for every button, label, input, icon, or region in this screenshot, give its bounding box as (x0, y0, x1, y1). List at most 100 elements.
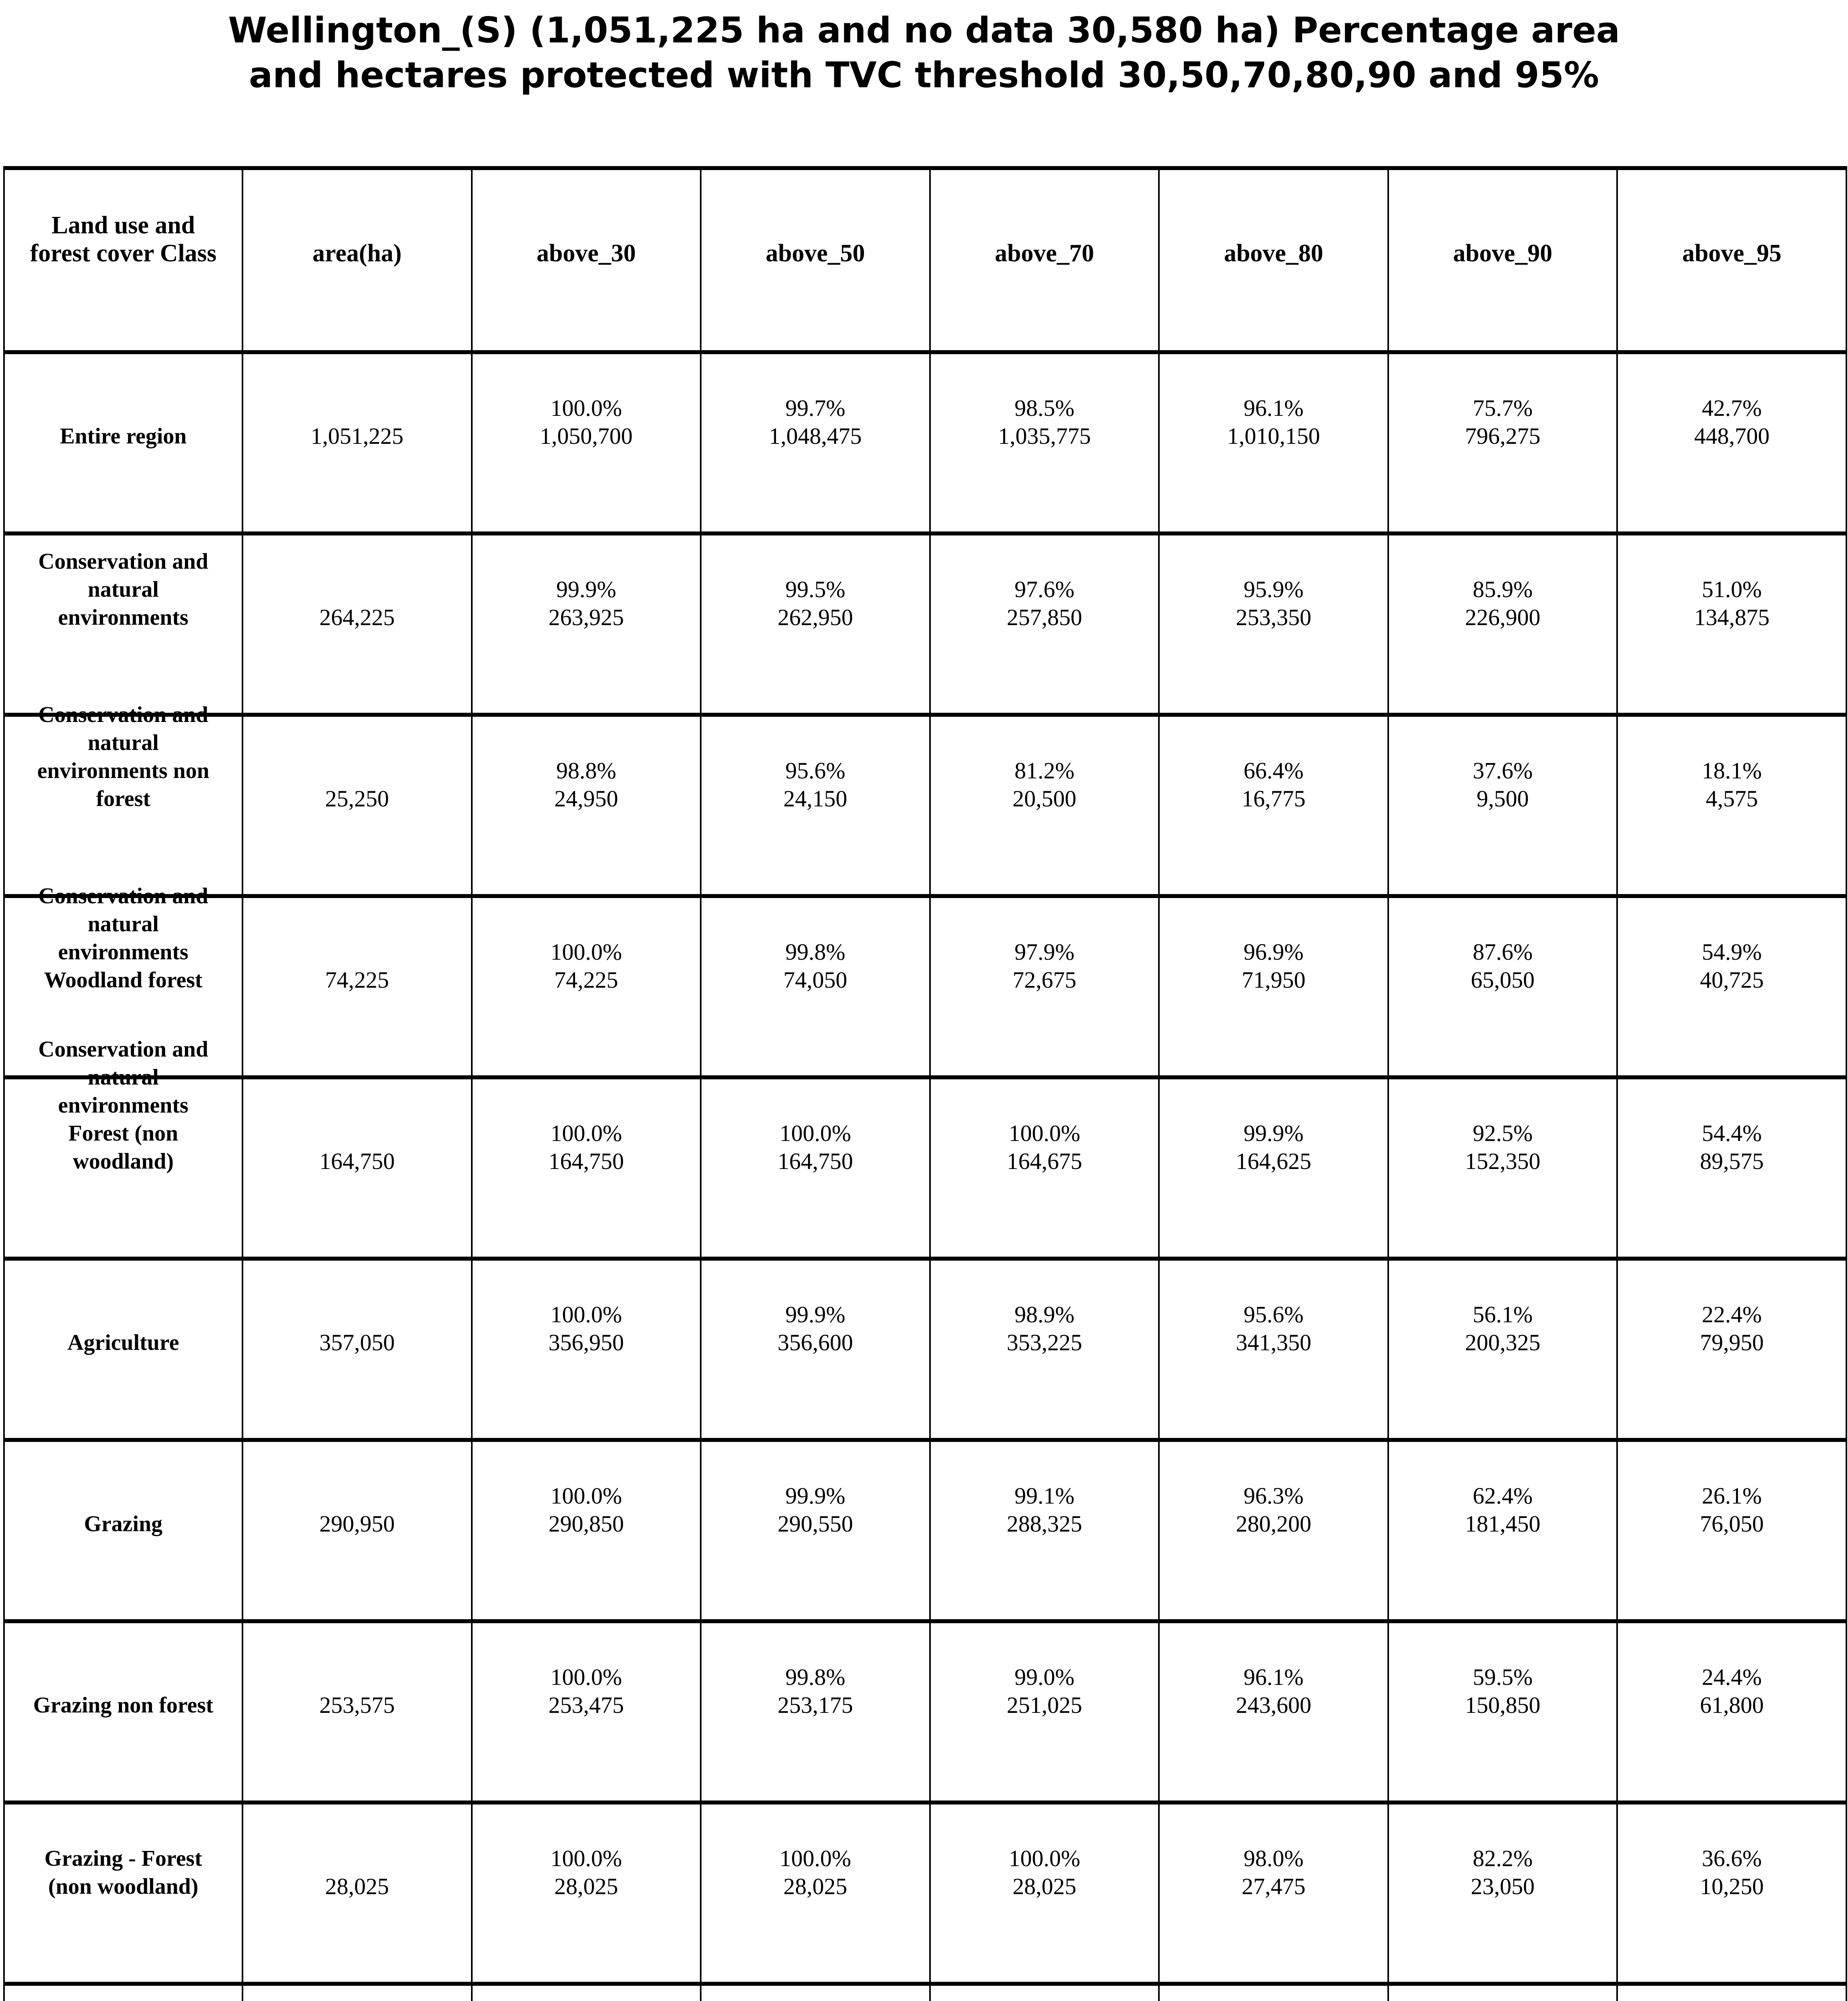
percent-value: 98.5% (1014, 395, 1074, 421)
data-cell: 99.9% 164,625 (1158, 1075, 1387, 1257)
data-cell: 4.9%2,975 (1616, 1982, 1846, 2001)
data-cell: 97.9% 72,675 (929, 894, 1159, 1075)
column-header: area(ha) (242, 170, 471, 350)
data-cell: 97.6% 257,850 (929, 531, 1159, 713)
percent-value: 54.9% (1702, 938, 1762, 965)
data-cell: 99.5% 262,950 (700, 531, 929, 713)
hectares-value: 4,575 (1706, 785, 1758, 812)
hectares-value: 263,925 (548, 604, 624, 630)
percent-value: 95.6% (785, 757, 846, 784)
data-cell: 24.4% 61,800 (1616, 1619, 1846, 1800)
data-cell: 100.0% 28,025 (929, 1800, 1159, 1982)
hectares-value: 79,950 (1700, 1329, 1764, 1355)
percent-value: 100.0% (550, 1664, 622, 1690)
page-title-line2: and hectares protected with TVC threshol… (249, 54, 1599, 96)
hectares-value: 76,050 (1700, 1510, 1764, 1537)
column-header-label: above_30 (536, 240, 636, 267)
hectares-value: 1,050,700 (539, 423, 633, 449)
hectares-value: 1,010,150 (1227, 423, 1320, 449)
data-cell: 99.9% 290,550 (700, 1438, 929, 1619)
percent-value: 22.4% (1702, 1301, 1762, 1327)
area-value: 164,750 (319, 1148, 395, 1174)
column-header: Land use and forest cover Class (5, 170, 242, 350)
percent-value: 87.6% (1473, 938, 1533, 965)
hectares-value: 61,800 (1700, 1692, 1764, 1718)
area-value: 25,250 (325, 785, 389, 812)
percent-value: 96.1% (1243, 395, 1304, 421)
data-cell: 95.6% 24,150 (700, 713, 929, 894)
percent-value: 18.1% (1702, 757, 1762, 784)
percent-value: 100.0% (780, 1120, 851, 1146)
column-header: above_90 (1387, 170, 1617, 350)
data-cell: 98.9% 353,225 (929, 1257, 1159, 1438)
percent-value: 85.9% (1473, 576, 1533, 602)
hectares-value: 134,875 (1694, 604, 1770, 630)
hectares-value: 262,950 (778, 604, 853, 630)
data-cell: 99.9% 263,925 (471, 531, 700, 713)
percent-value: 99.9% (556, 576, 616, 602)
data-cell: 26.1% 76,050 (1616, 1438, 1846, 1619)
hectares-value: 24,150 (783, 785, 848, 812)
row-label-cell: Conservation and natural environments Fo… (5, 1037, 242, 1257)
data-cell: 100.0% 164,675 (929, 1075, 1159, 1257)
hectares-value: 356,600 (778, 1329, 853, 1355)
column-header-label: above_90 (1453, 240, 1553, 267)
row-label-cell: Conservation and natural environments no… (5, 702, 242, 894)
hectares-value: 257,850 (1006, 604, 1082, 630)
percent-value: 97.6% (1014, 576, 1074, 602)
data-cell: 96.3% 280,200 (1158, 1438, 1387, 1619)
hectares-value: 23,050 (1471, 1873, 1535, 1899)
hectares-value: 28,025 (554, 1873, 618, 1899)
row-label: Grazing - Forest (non woodland) (44, 1846, 202, 1899)
percent-value: 100.0% (550, 1482, 622, 1509)
column-header: above_70 (929, 170, 1159, 350)
page-title: Wellington_(S) (1,051,225 ha and no data… (0, 8, 1848, 98)
row-label: Grazing (84, 1511, 162, 1536)
hectares-value: 226,900 (1465, 604, 1541, 630)
data-cell: 51.0% 134,875 (1616, 531, 1846, 713)
percent-value: 99.9% (785, 1482, 846, 1509)
percent-value: 100.0% (780, 1845, 851, 1871)
hectares-value: 10,250 (1700, 1873, 1764, 1899)
data-cell: 82.2% 23,050 (1387, 1800, 1617, 1982)
hectares-value: 74,225 (554, 966, 618, 993)
percent-value: 56.1% (1473, 1301, 1533, 1327)
percent-value: 98.9% (1014, 1301, 1074, 1327)
percent-value: 100.0% (550, 1845, 622, 1871)
data-cell: 100.0% 164,750 (700, 1075, 929, 1257)
row-label-cell: Conservation and natural environments (5, 531, 242, 713)
data-cell: 95.6% 341,350 (1158, 1257, 1387, 1438)
area-cell: 1,051,225 (242, 350, 471, 531)
row-label: Conservation and natural environments no… (37, 702, 209, 811)
data-cell: 100.0% 74,225 (471, 894, 700, 1075)
data-cell: 98.0% 27,475 (1158, 1800, 1387, 1982)
percent-value: 96.1% (1243, 1664, 1304, 1690)
column-header: above_95 (1616, 170, 1846, 350)
data-cell: 99.7% 1,048,475 (700, 350, 929, 531)
hectares-value: 253,350 (1236, 604, 1311, 630)
hectares-value: 27,475 (1241, 1873, 1306, 1899)
area-cell: 74,225 (242, 894, 471, 1075)
data-cell: 37.6% 9,500 (1387, 713, 1617, 894)
hectares-value: 253,475 (548, 1692, 624, 1718)
row-label-cell: Grazing non forest (5, 1619, 242, 1800)
hectares-value: 72,675 (1012, 966, 1076, 993)
area-value: 357,050 (319, 1329, 395, 1355)
row-label: Grazing non forest (33, 1692, 214, 1718)
percent-value: 97.9% (1014, 938, 1074, 965)
area-value: 290,950 (319, 1510, 395, 1537)
column-header: above_50 (700, 170, 929, 350)
hectares-value: 251,025 (1006, 1692, 1082, 1718)
data-cell: 42.7% 448,700 (1616, 350, 1846, 531)
data-cell: 92.7%56,475 (1158, 1982, 1387, 2001)
data-table: Land use and forest cover Class area(ha) a… (3, 166, 1847, 2001)
area-cell: 253,575 (242, 1619, 471, 1800)
hectares-value: 356,950 (548, 1329, 624, 1355)
row-label-cell: Entire region (5, 350, 242, 531)
data-cell: 62.4% 181,450 (1387, 1438, 1617, 1619)
percent-value: 26.1% (1702, 1482, 1762, 1509)
percent-value: 99.1% (1014, 1482, 1074, 1509)
percent-value: 81.2% (1014, 757, 1074, 784)
area-cell: 60,950 (242, 1982, 471, 2001)
data-cell: 99.8% 74,050 (700, 894, 929, 1075)
